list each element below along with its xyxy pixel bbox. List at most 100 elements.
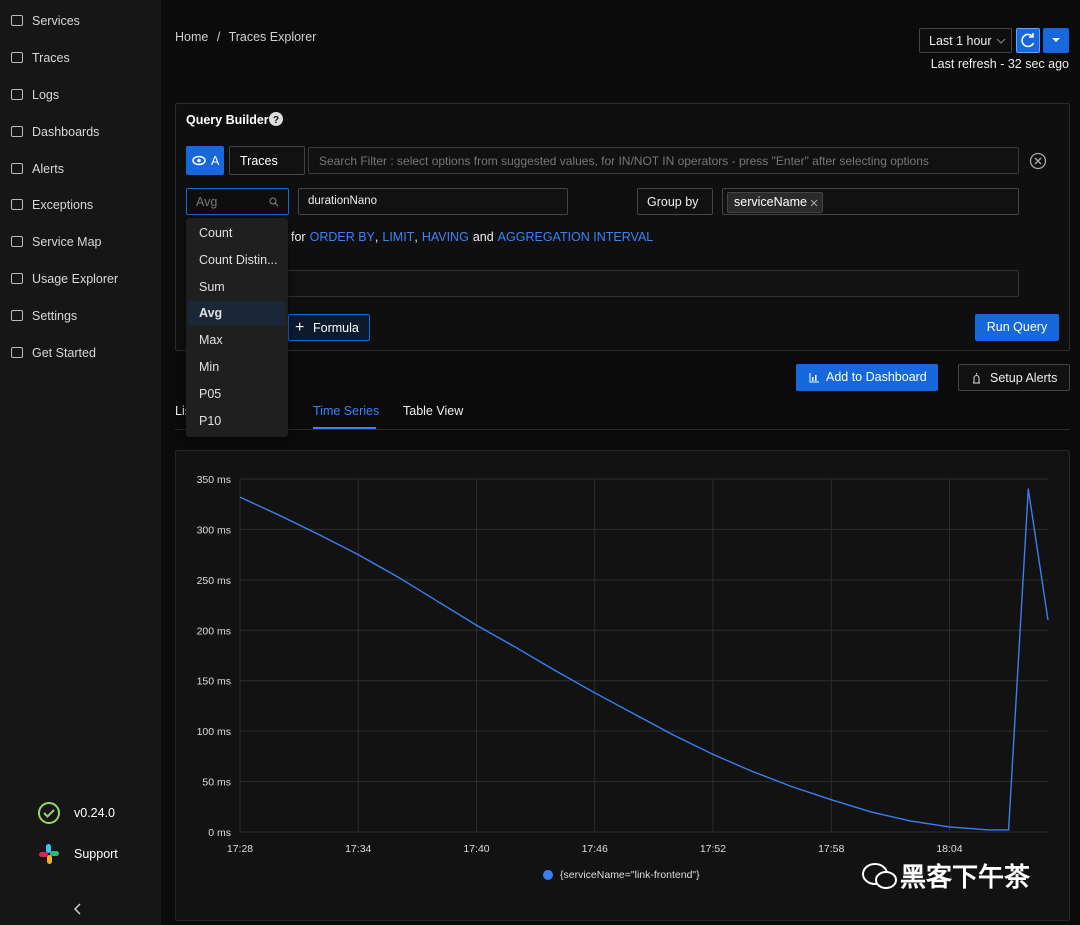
setup-alerts-button[interactable]: Setup Alerts bbox=[958, 364, 1070, 391]
tabs-divider bbox=[175, 429, 1070, 430]
tab[interactable]: Table View bbox=[403, 404, 464, 418]
sidebar-item[interactable]: Dashboards bbox=[11, 124, 99, 140]
sidebar-item-text: Service Map bbox=[32, 235, 102, 249]
add-to-dashboard-text: Add to Dashboard bbox=[826, 370, 927, 384]
x-tick-label: 17:34 bbox=[345, 843, 371, 855]
y-tick-label: 200 ms bbox=[197, 625, 231, 637]
aggregate-option[interactable]: Count Distin... bbox=[199, 252, 278, 267]
hint-link[interactable]: HAVING bbox=[421, 230, 469, 244]
search-placeholder: Search Filter : select options from sugg… bbox=[319, 154, 929, 168]
sidebar-item[interactable]: Service Map bbox=[11, 234, 101, 250]
group-by-tag-text: serviceName bbox=[734, 195, 807, 209]
last-refresh: Last refresh - 32 sec ago bbox=[930, 57, 1069, 71]
chart-icon bbox=[809, 373, 819, 383]
hint-link[interactable]: LIMIT bbox=[382, 230, 415, 244]
sidebar-icon bbox=[11, 15, 23, 26]
refresh-icon bbox=[1021, 33, 1035, 48]
sidebar-icon bbox=[11, 273, 23, 284]
sidebar-item-text: Usage Explorer bbox=[32, 272, 119, 286]
sidebar-item-text: Alerts bbox=[32, 162, 64, 176]
sidebar-item-text: Traces bbox=[32, 51, 70, 65]
svg-text:?: ? bbox=[273, 115, 279, 126]
remove-query-icon[interactable] bbox=[1029, 152, 1047, 170]
sidebar-item[interactable]: Services bbox=[11, 13, 80, 29]
legend-label: {serviceName="link-frontend"} bbox=[560, 869, 700, 881]
sidebar-icon bbox=[11, 89, 23, 100]
chart-panel bbox=[175, 450, 1070, 921]
group-by-input[interactable]: serviceName bbox=[722, 188, 1019, 215]
group-by-tag[interactable]: serviceName bbox=[727, 192, 823, 213]
aggregate-option[interactable]: Max bbox=[199, 333, 223, 348]
hint-text: for bbox=[291, 230, 306, 244]
x-tick-label: 17:28 bbox=[227, 843, 253, 855]
legend-format-input[interactable] bbox=[186, 270, 1019, 297]
time-range-select[interactable]: Last 1 hour bbox=[919, 28, 1012, 53]
query-builder-panel bbox=[175, 103, 1070, 351]
x-tick-label: 17:40 bbox=[463, 843, 489, 855]
sidebar-item[interactable]: Logs bbox=[11, 87, 59, 103]
sidebar-icon bbox=[11, 163, 23, 174]
query-hint: for ORDER BY, LIMIT, HAVING and AGGREGATION I… bbox=[291, 230, 657, 244]
y-tick-label: 0 ms bbox=[208, 827, 231, 839]
search-filter-input[interactable]: Search Filter : select options from sugg… bbox=[308, 147, 1019, 174]
aggregate-option[interactable]: Sum bbox=[199, 279, 225, 294]
help-icon[interactable]: ? bbox=[268, 111, 284, 127]
version: v0.24.0 bbox=[74, 806, 116, 820]
formula-button-text: Formula bbox=[313, 321, 359, 335]
support-link[interactable]: Support bbox=[74, 847, 118, 861]
aggregate-option[interactable]: P05 bbox=[199, 386, 222, 401]
collapse-icon[interactable] bbox=[72, 902, 84, 916]
aggregate-option[interactable]: Min bbox=[199, 360, 220, 374]
formula-button[interactable]: + Formula bbox=[288, 314, 370, 341]
breadcrumb-home[interactable]: Home bbox=[175, 30, 209, 44]
tab[interactable]: Time Series bbox=[313, 404, 380, 418]
sidebar-item[interactable]: Get Started bbox=[11, 345, 96, 361]
eye-icon bbox=[192, 155, 206, 166]
hint-link[interactable]: ORDER BY bbox=[309, 230, 375, 244]
x-tick-label: 17:46 bbox=[582, 843, 608, 855]
refresh-button[interactable] bbox=[1016, 28, 1040, 53]
sidebar-icon bbox=[11, 52, 23, 63]
y-tick-label: 50 ms bbox=[202, 777, 231, 789]
sidebar-item[interactable]: Exceptions bbox=[11, 197, 93, 213]
x-tick-label: 18:04 bbox=[936, 843, 962, 855]
query-toggle[interactable]: A bbox=[186, 146, 224, 175]
sidebar-icon bbox=[11, 310, 23, 321]
y-tick-label: 100 ms bbox=[197, 726, 231, 738]
sidebar-item[interactable]: Usage Explorer bbox=[11, 271, 118, 287]
sidebar-item[interactable]: Traces bbox=[11, 50, 70, 66]
tag-remove-icon[interactable] bbox=[810, 199, 818, 207]
setup-alerts-text: Setup Alerts bbox=[990, 371, 1058, 385]
sidebar-item[interactable]: Settings bbox=[11, 308, 77, 324]
sidebar-icon bbox=[11, 236, 23, 247]
data-source-select[interactable]: Traces bbox=[229, 146, 305, 175]
aggregate-option[interactable]: P10 bbox=[199, 413, 222, 428]
aggregate-dropdown: Count Count Distin... Sum Avg Max Min P05 P10 bbox=[186, 218, 288, 437]
sidebar-item[interactable]: Alerts bbox=[11, 161, 64, 177]
hint-link[interactable]: AGGREGATION INTERVAL bbox=[497, 230, 654, 244]
aggregate-option[interactable]: Avg bbox=[188, 301, 286, 327]
series-line bbox=[239, 488, 1049, 831]
sidebar-icon bbox=[11, 199, 23, 210]
alert-icon bbox=[973, 373, 980, 384]
run-query-button[interactable]: Run Query bbox=[975, 314, 1059, 341]
refresh-options-button[interactable] bbox=[1043, 28, 1069, 53]
caret-icon bbox=[1052, 38, 1060, 42]
x-tick-label: 17:52 bbox=[700, 843, 726, 855]
y-tick-label: 150 ms bbox=[197, 676, 231, 688]
hint-text: , bbox=[414, 230, 418, 244]
attribute: durationNano bbox=[308, 195, 378, 207]
y-tick-label: 350 ms bbox=[197, 474, 231, 486]
group-by-label-box: Group by bbox=[637, 188, 713, 215]
plus-icon: + bbox=[295, 319, 305, 336]
aggregate-option[interactable]: Count bbox=[199, 226, 233, 240]
sidebar-icon bbox=[11, 347, 23, 358]
aggregate-input[interactable]: Avg bbox=[186, 188, 289, 215]
add-to-dashboard-button[interactable]: Add to Dashboard bbox=[796, 364, 938, 391]
attribute-input[interactable]: durationNano bbox=[298, 188, 568, 215]
breadcrumb-separator: / bbox=[216, 30, 221, 44]
legend-marker bbox=[543, 870, 553, 880]
sidebar-item-text: Exceptions bbox=[32, 198, 94, 212]
search-icon bbox=[269, 197, 279, 207]
